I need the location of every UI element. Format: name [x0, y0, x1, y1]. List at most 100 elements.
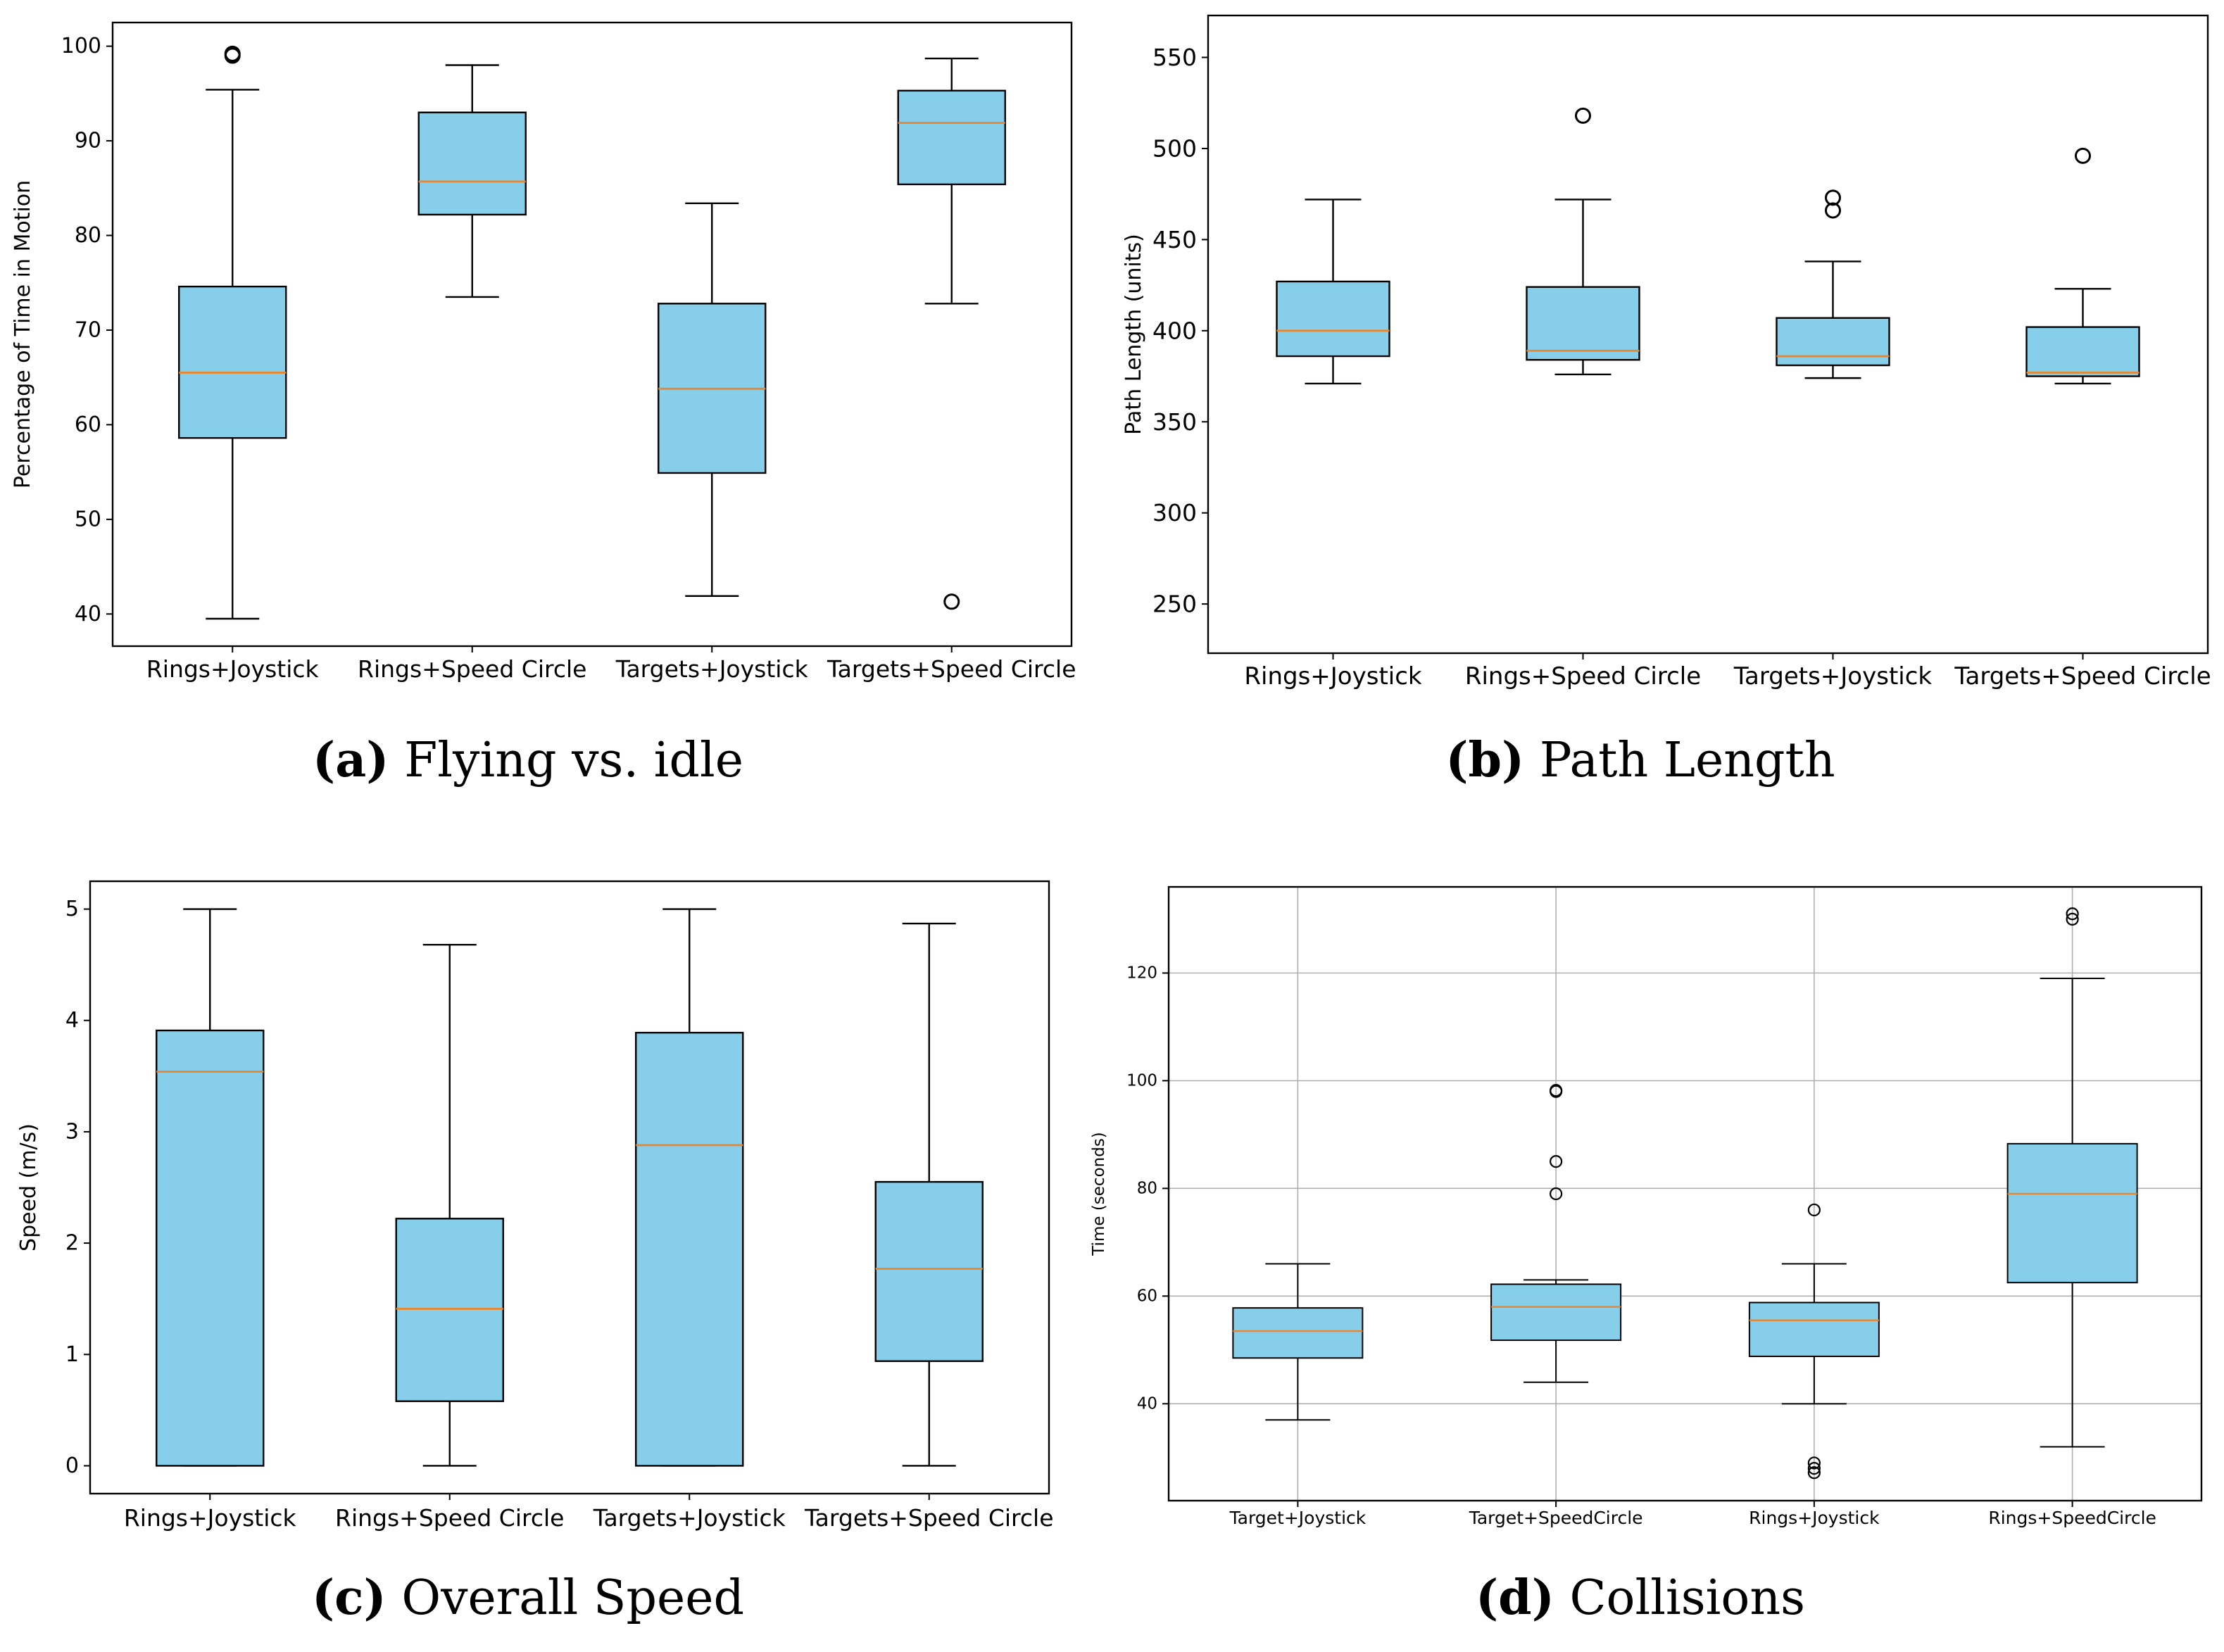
- y-tick-label: 80: [1137, 1179, 1157, 1197]
- caption-b-text: Path Length: [1539, 733, 1835, 788]
- x-tick-label: Targets+Joystick: [593, 1504, 786, 1532]
- y-tick-label: 5: [65, 897, 79, 921]
- caption-d: (d) Collisions: [1324, 1570, 1957, 1626]
- y-tick-label: 300: [1152, 499, 1197, 527]
- y-tick-label: 40: [75, 602, 101, 626]
- box-iqr: [178, 285, 287, 439]
- x-tick-label: Rings+Joystick: [1244, 662, 1422, 691]
- chart-d-svg: 40 60 80 100 120 Time (seconds) Target+Joystic…: [1090, 885, 2203, 1528]
- chart-panel-c: 0 1 2 3 4 5 Speed (m/s) Rings+Joystick Rings+Spe…: [0, 824, 1112, 1652]
- caption-b-letter: (b): [1445, 732, 1525, 788]
- caption-b: (b) Path Length: [1324, 732, 1957, 788]
- caption-d-text: Collisions: [1569, 1570, 1806, 1626]
- box-iqr: [635, 1031, 744, 1467]
- caption-c: (c) Overall Speed: [211, 1570, 845, 1626]
- chart-c-svg: 0 1 2 3 4 5 Speed (m/s) Rings+Joystick Rings+Spe…: [16, 880, 1054, 1532]
- outlier-point: [1550, 1084, 1563, 1097]
- y-tick-label: 2: [65, 1231, 79, 1256]
- box-iqr: [2006, 1142, 2138, 1284]
- x-tick-label: Targets+Joystick: [1733, 662, 1933, 691]
- plot-frame: [111, 21, 1073, 648]
- box-iqr: [395, 1218, 504, 1402]
- box-iqr: [1748, 1301, 1880, 1358]
- box-rings-speed-circle: [395, 943, 504, 1467]
- y-tick-label: 250: [1152, 591, 1197, 618]
- caption-a-letter: (a): [313, 732, 389, 788]
- plot-frame: [1207, 14, 2209, 655]
- x-tick-label: Target+Joystick: [1229, 1508, 1367, 1528]
- box-target-joystick: [1232, 1263, 1364, 1421]
- outlier-point: [2066, 907, 2079, 921]
- caption-a-text: Flying vs. idle: [404, 733, 743, 788]
- chart-panel-d: 40 60 80 100 120 Time (seconds) Target+Joystic…: [1090, 824, 2224, 1652]
- box-iqr: [156, 1029, 265, 1467]
- x-tick-label: Rings+Joystick: [146, 655, 320, 683]
- y-tick-label: 3: [65, 1119, 79, 1144]
- x-tick-label: Targets+Speed Circle: [804, 1504, 1054, 1532]
- y-tick-label: 400: [1152, 317, 1197, 344]
- outlier-point: [1825, 202, 1841, 219]
- y-tick-label: 60: [75, 412, 101, 437]
- y-tick-label: 350: [1152, 408, 1197, 436]
- box-targets-speed-circle: [897, 57, 1006, 610]
- chart-panel-b: 250 300 350 400 450 500 550 Path Length (units)…: [1112, 0, 2224, 824]
- x-tick-label: Rings+Speed Circle: [358, 655, 586, 683]
- outlier-point: [1807, 1462, 1821, 1475]
- outlier-point: [224, 45, 241, 62]
- box-target-speedcircle: [1490, 1084, 1622, 1383]
- outlier-point: [1807, 1466, 1821, 1480]
- outlier-point: [1825, 189, 1841, 206]
- chart-a-svg: 40 50 60 70 80 90 100 Percentage of Time in Mot…: [11, 21, 1076, 683]
- plot-frame: [89, 880, 1050, 1495]
- box-targets-speed-circle: [2025, 147, 2140, 385]
- caption-a: (a) Flying vs. idle: [211, 732, 845, 788]
- y-tick-label: 50: [75, 507, 101, 531]
- y-tick-label: 60: [1137, 1287, 1157, 1305]
- y-tick-label: 80: [75, 223, 101, 248]
- chart-b-svg: 250 300 350 400 450 500 550 Path Length (units)…: [1122, 14, 2211, 691]
- box-rings-joystick: [156, 908, 265, 1467]
- box-iqr: [1232, 1307, 1364, 1359]
- y-tick-label: 90: [75, 129, 101, 153]
- outlier-point: [1807, 1203, 1821, 1217]
- outlier-point: [943, 593, 960, 610]
- y-tick-label: 100: [1126, 1071, 1157, 1090]
- y-axis-label: Speed (m/s): [16, 1123, 41, 1251]
- box-targets-speed-circle: [874, 922, 984, 1467]
- x-tick-label: Targets+Speed Circle: [1954, 662, 2211, 691]
- y-tick-label: 550: [1152, 44, 1197, 71]
- outlier-point: [1807, 1456, 1821, 1470]
- box-iqr: [874, 1180, 984, 1362]
- caption-d-letter: (d): [1475, 1570, 1554, 1626]
- caption-c-letter: (c): [311, 1570, 387, 1626]
- box-targets-joystick: [658, 202, 767, 597]
- box-iqr: [417, 111, 527, 216]
- outlier-point: [2075, 147, 2091, 164]
- y-axis-label: Percentage of Time in Motion: [11, 180, 35, 488]
- box-rings-speed-circle: [1526, 107, 1640, 376]
- box-rings-joystick: [1748, 1203, 1880, 1480]
- caption-c-text: Overall Speed: [401, 1570, 745, 1626]
- x-tick-label: Rings+Speed Circle: [335, 1504, 564, 1532]
- box-rings-joystick: [1276, 198, 1390, 385]
- box-rings-speedcircle: [2006, 907, 2138, 1448]
- chart-panel-a: 40 50 60 70 80 90 100 Percentage of Time in Mot…: [0, 0, 1112, 824]
- x-tick-label: Target+SpeedCircle: [1469, 1508, 1643, 1528]
- x-tick-label: Targets+Speed Circle: [827, 655, 1076, 683]
- y-tick-label: 450: [1152, 226, 1197, 253]
- box-iqr: [1776, 317, 1890, 367]
- x-tick-label: Rings+SpeedCircle: [1988, 1508, 2156, 1528]
- box-iqr: [897, 89, 1006, 186]
- box-rings-speed-circle: [417, 64, 527, 298]
- y-tick-label: 500: [1152, 134, 1197, 162]
- y-axis-label: Path Length (units): [1122, 234, 1146, 435]
- x-tick-label: Rings+Joystick: [124, 1504, 297, 1532]
- box-rings-joystick: [178, 45, 287, 620]
- box-iqr: [2025, 326, 2140, 377]
- plot-frame: [1167, 885, 2203, 1502]
- outlier-point: [1575, 107, 1591, 124]
- y-tick-label: 100: [61, 34, 101, 58]
- y-tick-label: 0: [65, 1454, 79, 1478]
- y-tick-label: 70: [75, 317, 101, 342]
- x-tick-label: Rings+Speed Circle: [1465, 662, 1701, 691]
